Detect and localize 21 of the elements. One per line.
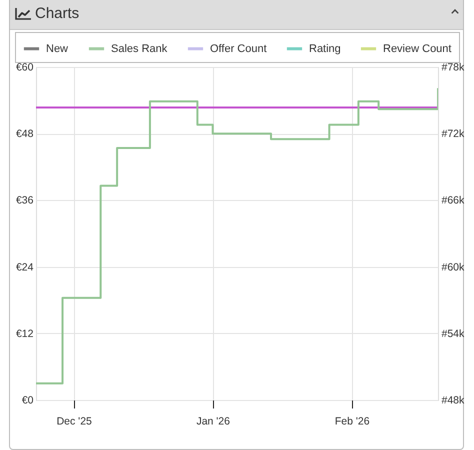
legend-label: Sales Rank xyxy=(111,42,168,55)
y2-tick-label: #72k xyxy=(442,128,466,140)
y2-tick-label: #54k xyxy=(442,328,466,340)
x-tick-label: Jan '26 xyxy=(196,416,230,428)
x-tick-label: Feb '26 xyxy=(334,416,370,428)
legend-label: New xyxy=(46,42,68,55)
y-tick-label: €24 xyxy=(16,261,34,274)
legend-label: Rating xyxy=(309,42,341,55)
legend-label: Offer Count xyxy=(210,42,267,55)
legend-label: Review Count xyxy=(383,42,452,55)
y-tick-label: €48 xyxy=(16,128,34,140)
y2-tick-label: #60k xyxy=(442,261,466,274)
x-tick-label: Dec '25 xyxy=(56,416,92,428)
y2-tick-label: #78k xyxy=(442,62,466,74)
y-tick-label: €60 xyxy=(16,62,34,74)
chart-title: Charts xyxy=(35,5,80,22)
y-tick-label: €12 xyxy=(16,328,34,340)
y-tick-label: €0 xyxy=(22,394,34,406)
y2-tick-label: #48k xyxy=(442,394,466,406)
y2-tick-label: #66k xyxy=(442,194,466,207)
y-tick-label: €36 xyxy=(16,194,34,207)
